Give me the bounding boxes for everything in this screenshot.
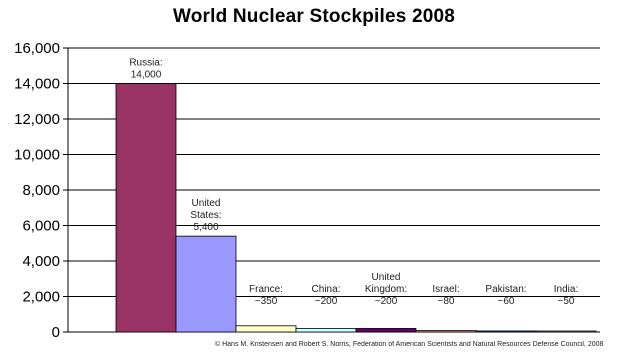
y-tick-label: 8,000 xyxy=(22,182,60,199)
data-label: China: xyxy=(312,284,341,295)
bar xyxy=(295,328,357,333)
data-label: 14,000 xyxy=(131,70,162,81)
data-label: ~50 xyxy=(558,296,575,307)
y-tick-label: 2,000 xyxy=(22,289,60,306)
data-label: Russia: xyxy=(129,58,162,69)
data-label: Kingdom: xyxy=(365,284,407,295)
y-tick-label: 4,000 xyxy=(22,253,60,270)
data-label: ~350 xyxy=(255,296,278,307)
bar xyxy=(235,325,297,333)
bars xyxy=(115,83,597,333)
y-tick-label: 12,000 xyxy=(14,111,60,128)
y-tick-label: 10,000 xyxy=(14,147,60,164)
bar xyxy=(535,330,597,333)
data-label: 5,400 xyxy=(193,222,218,233)
data-label: ~200 xyxy=(375,296,398,307)
bar xyxy=(475,330,537,333)
gridlines xyxy=(68,47,600,297)
bar xyxy=(355,328,417,333)
data-label: ~80 xyxy=(438,296,455,307)
source-credit: © Hans M. Kristensen and Robert S. Norri… xyxy=(215,341,604,348)
data-label: ~200 xyxy=(315,296,338,307)
bar xyxy=(115,83,177,333)
data-label: United xyxy=(192,198,221,209)
y-tick-label: 14,000 xyxy=(14,76,60,93)
y-tick-label: 6,000 xyxy=(22,218,60,235)
data-label: Pakistan: xyxy=(485,284,526,295)
y-tick-label: 0 xyxy=(52,324,60,341)
y-tick-label: 16,000 xyxy=(14,40,60,57)
data-label: France: xyxy=(249,284,283,295)
data-label: India: xyxy=(554,284,578,295)
bar xyxy=(415,330,477,333)
data-label: United xyxy=(372,272,401,283)
data-label: Israel: xyxy=(432,284,459,295)
data-label: ~60 xyxy=(498,296,515,307)
data-label: States: xyxy=(190,210,221,221)
bar xyxy=(175,235,237,333)
chart-title: World Nuclear Stockpiles 2008 xyxy=(172,6,456,27)
data-labels: Russia:14,000UnitedStates:5,400France:~3… xyxy=(129,58,578,308)
